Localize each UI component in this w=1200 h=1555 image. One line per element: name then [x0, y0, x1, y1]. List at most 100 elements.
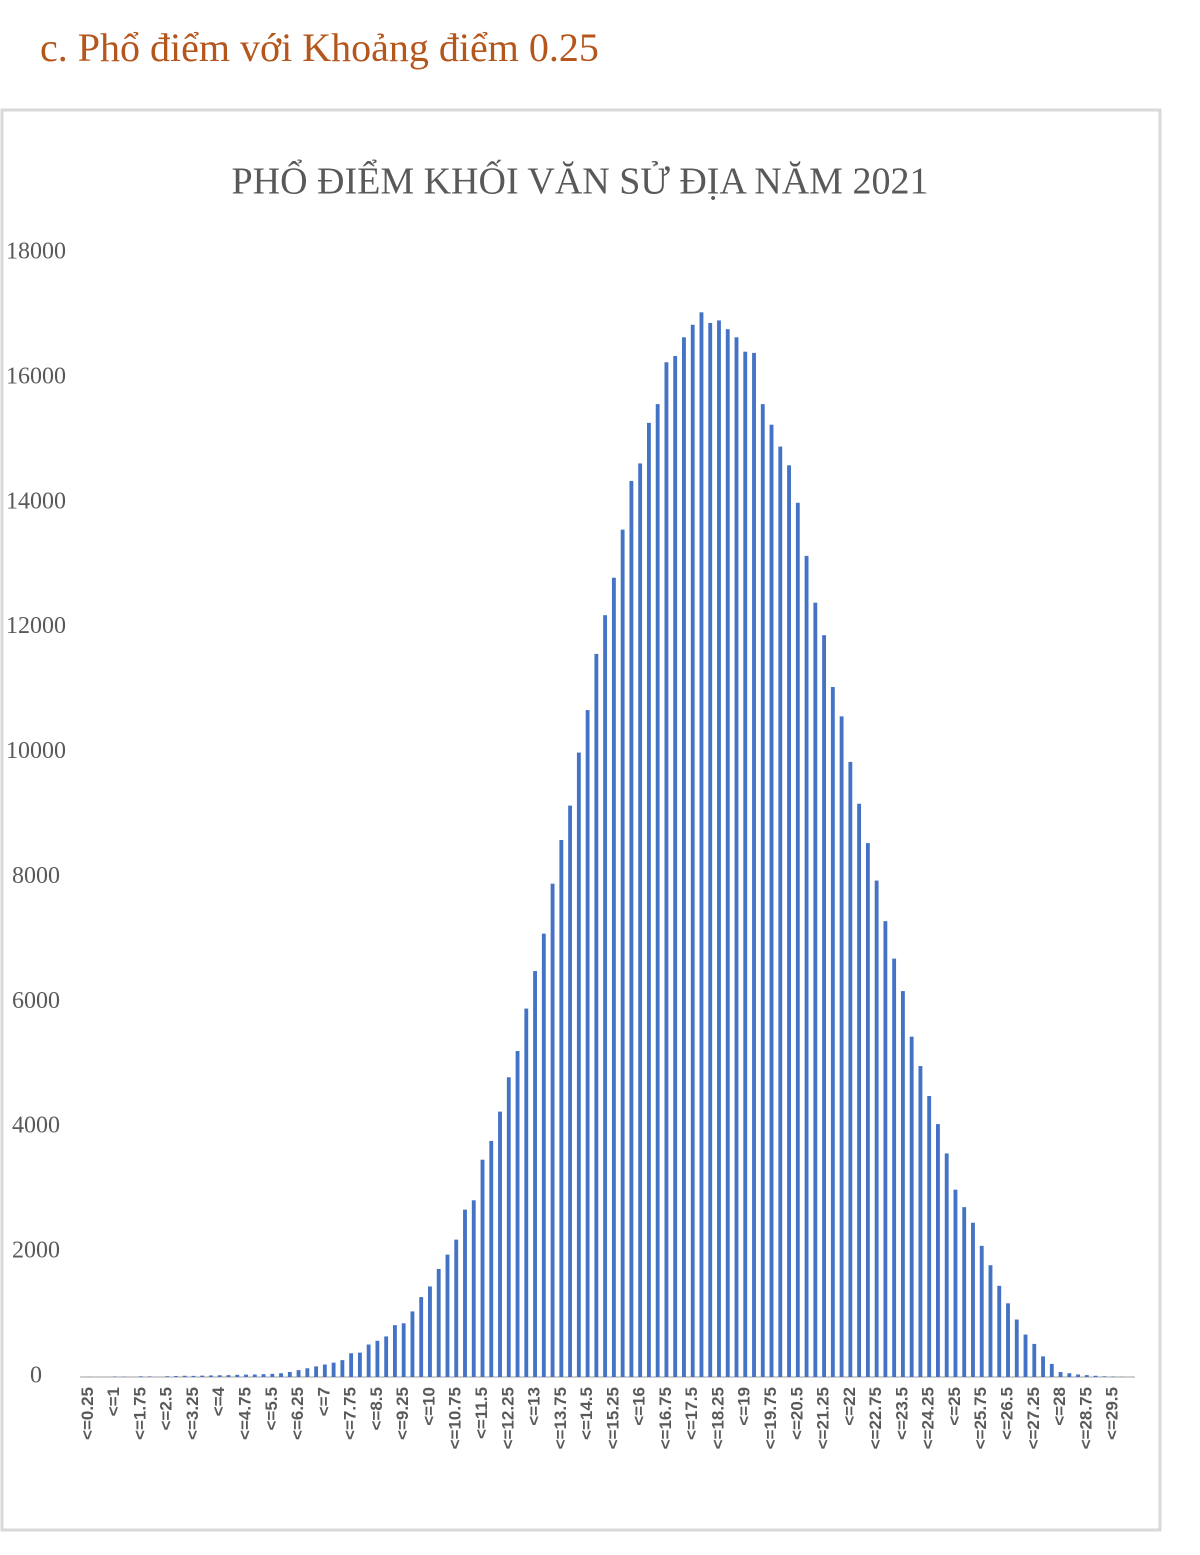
x-tick-label: <=2.5 — [157, 1387, 176, 1431]
x-tick-label: <=16.75 — [656, 1387, 675, 1449]
x-tick-label: <=3.25 — [183, 1387, 202, 1440]
bar — [366, 1344, 371, 1377]
x-tick-label: <=19.75 — [761, 1387, 780, 1449]
bar — [1032, 1343, 1037, 1377]
x-tick-label: <=22.75 — [866, 1387, 885, 1449]
bar — [314, 1366, 319, 1377]
x-tick-label: <=4.75 — [236, 1387, 255, 1440]
bar — [690, 324, 695, 1378]
bar — [174, 1376, 178, 1377]
bar — [971, 1222, 975, 1377]
x-tick-label: <=15.25 — [603, 1387, 622, 1449]
bar — [839, 716, 844, 1377]
x-tick-label: <=13.75 — [551, 1387, 570, 1449]
x-tick-label: <=20.5 — [787, 1387, 806, 1440]
bar — [830, 686, 835, 1377]
bar — [340, 1360, 345, 1377]
bar — [305, 1368, 310, 1377]
bar — [1084, 1375, 1089, 1377]
bar — [270, 1373, 275, 1377]
x-tick-label: <=23.5 — [892, 1387, 911, 1440]
bar — [1006, 1303, 1010, 1377]
y-tick-label: 2000 — [12, 1238, 60, 1264]
bar — [296, 1370, 301, 1377]
bar — [717, 320, 721, 1378]
x-tick-label: <=29.5 — [1103, 1387, 1122, 1440]
chart-frame — [0, 108, 1162, 1532]
bar — [664, 362, 669, 1377]
bar — [1076, 1374, 1080, 1377]
bar — [682, 337, 686, 1377]
x-tick-label: <=9.25 — [393, 1387, 412, 1440]
y-tick-label: 10000 — [6, 738, 66, 764]
bar — [1093, 1375, 1098, 1377]
bar — [1067, 1373, 1072, 1377]
bar — [892, 958, 897, 1377]
x-tick-label: <=25.75 — [971, 1387, 990, 1449]
bar — [646, 422, 651, 1377]
y-tick-label: 12000 — [6, 613, 66, 639]
x-tick-label: <=17.5 — [682, 1387, 701, 1440]
bar — [699, 312, 704, 1377]
bar — [944, 1153, 949, 1377]
bar — [988, 1265, 993, 1377]
heading: c. Phổ điểm với Khoảng điểm 0.25 — [40, 25, 599, 70]
bar — [1041, 1356, 1045, 1377]
bar — [883, 921, 888, 1377]
bar — [445, 1254, 450, 1377]
bar — [454, 1239, 459, 1377]
bar — [165, 1376, 170, 1377]
bar — [209, 1375, 213, 1377]
bar — [848, 761, 853, 1377]
bar — [865, 843, 870, 1377]
x-tick-label: <=8.5 — [367, 1387, 386, 1431]
x-tick-label: <=7 — [314, 1387, 333, 1416]
x-tick-label: <=1.75 — [130, 1387, 149, 1440]
bar — [576, 752, 581, 1377]
bar — [200, 1375, 205, 1377]
bar — [927, 1096, 932, 1377]
x-tick-label: <=11.5 — [472, 1387, 491, 1439]
x-tick-label: <=25 — [945, 1387, 964, 1426]
bar — [139, 1376, 143, 1377]
bar — [611, 577, 616, 1377]
bar — [252, 1374, 257, 1377]
bar — [962, 1207, 967, 1377]
bar — [515, 1051, 520, 1377]
bar — [191, 1375, 196, 1377]
bar — [322, 1364, 327, 1377]
bar — [1023, 1334, 1028, 1377]
bar — [822, 635, 827, 1377]
bar — [541, 933, 546, 1377]
x-tick-label: <=7.75 — [341, 1387, 360, 1440]
y-tick-label: 18000 — [6, 239, 66, 265]
bar — [795, 502, 800, 1377]
bar — [331, 1362, 336, 1377]
bar — [673, 356, 678, 1377]
bar — [778, 446, 783, 1378]
x-tick-label: <=28 — [1050, 1387, 1069, 1426]
bar — [603, 615, 608, 1377]
bar — [471, 1200, 476, 1377]
bar — [804, 555, 809, 1377]
bar — [1049, 1363, 1054, 1377]
x-tick-label: <=12.25 — [498, 1387, 517, 1449]
x-tick-label: <=4 — [209, 1386, 228, 1416]
bar — [261, 1374, 266, 1377]
bar — [743, 351, 748, 1377]
bar — [419, 1297, 424, 1377]
x-tick-label: <=26.5 — [997, 1387, 1016, 1440]
y-tick-label: 8000 — [12, 863, 60, 889]
bar — [655, 404, 660, 1377]
bar — [874, 880, 879, 1377]
bar — [559, 839, 564, 1377]
x-tick-label: <=5.5 — [262, 1387, 281, 1431]
y-tick-label: 16000 — [6, 363, 66, 389]
bar — [279, 1373, 283, 1377]
bar — [620, 529, 625, 1377]
bar — [734, 337, 739, 1377]
bar — [760, 404, 765, 1377]
bar — [918, 1066, 923, 1377]
bar — [436, 1268, 441, 1377]
